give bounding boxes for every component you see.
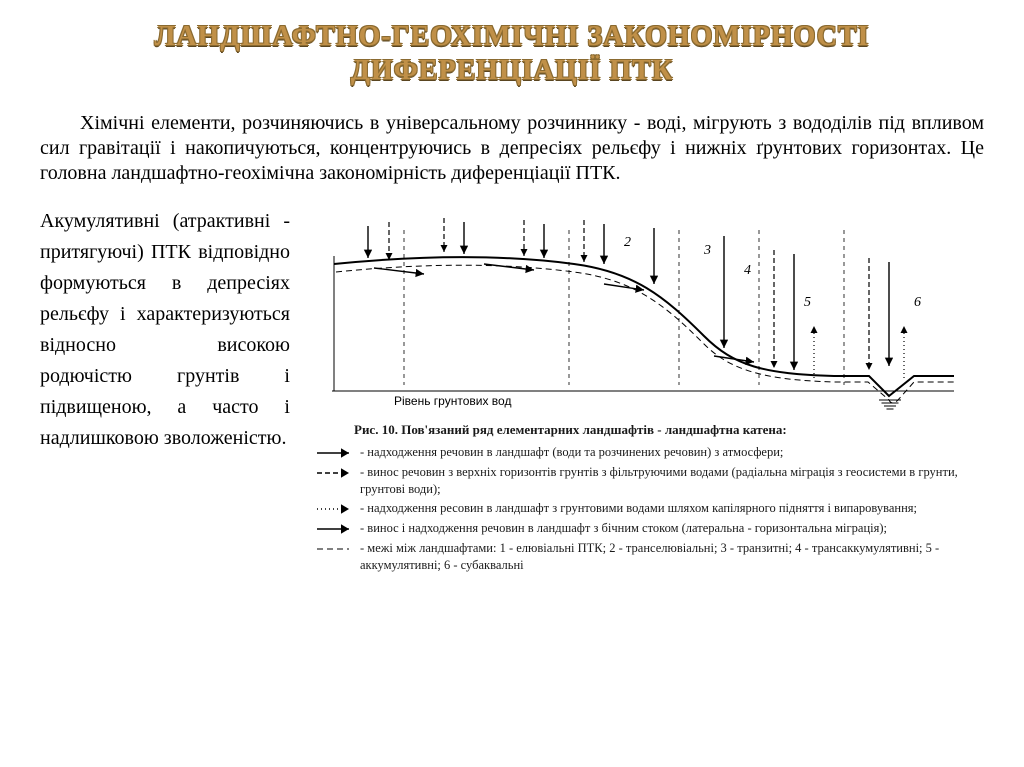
legend-symbol-lat-arrow: [314, 520, 356, 538]
legend-text: - надходження ресовин в ландшафт з грунт…: [356, 500, 984, 517]
legend-text: - винос речовин з верхніх горизонтів гру…: [356, 464, 984, 498]
legend-symbol-dot-arrow: [314, 500, 356, 518]
legend-row: - винос речовин з верхніх горизонтів гру…: [314, 464, 984, 498]
legend-symbol-solid-arrow: [314, 444, 356, 462]
page-title: ЛАНДШАФТНО-ГЕОХІМІЧНІ ЗАКОНОМІРНОСТІ ДИФ…: [40, 20, 984, 87]
svg-text:3: 3: [703, 243, 711, 258]
svg-text:6: 6: [914, 295, 921, 310]
figure-legend: - надходження речовин в ландшафт (води т…: [314, 444, 984, 574]
legend-row: - винос і надходження речовин в ландшафт…: [314, 520, 984, 538]
legend-symbol-dash-arrow: [314, 464, 356, 482]
legend-text: - надходження речовин в ландшафт (води т…: [356, 444, 984, 461]
right-column: 2 3 4 5 6 Рівень грунтових вод Рис. 10. Пов'я…: [314, 206, 984, 576]
left-paragraph: Акумулятивні (атрактивні - притягуючі) П…: [40, 206, 290, 454]
legend-symbol-dash-line: [314, 540, 356, 558]
legend-row: - надходження речовин в ландшафт (води т…: [314, 444, 984, 462]
legend-row: - надходження ресовин в ландшафт з грунт…: [314, 500, 984, 518]
legend-row: - межі між ландшафтами: 1 - елювіальні П…: [314, 540, 984, 574]
legend-text: - межі між ландшафтами: 1 - елювіальні П…: [356, 540, 984, 574]
intro-paragraph: Хімічні елементи, розчиняючись в універс…: [40, 111, 984, 186]
two-column-layout: Акумулятивні (атрактивні - притягуючі) П…: [40, 206, 984, 576]
svg-text:4: 4: [744, 263, 751, 278]
svg-text:Рівень грунтових вод: Рівень грунтових вод: [394, 394, 511, 408]
svg-text:5: 5: [804, 295, 811, 310]
figure-caption: Рис. 10. Пов'язаний ряд елементарних лан…: [354, 422, 984, 438]
legend-text: - винос і надходження речовин в ландшафт…: [356, 520, 984, 537]
catena-diagram: 2 3 4 5 6 Рівень грунтових вод: [314, 206, 984, 416]
svg-text:2: 2: [624, 235, 631, 250]
